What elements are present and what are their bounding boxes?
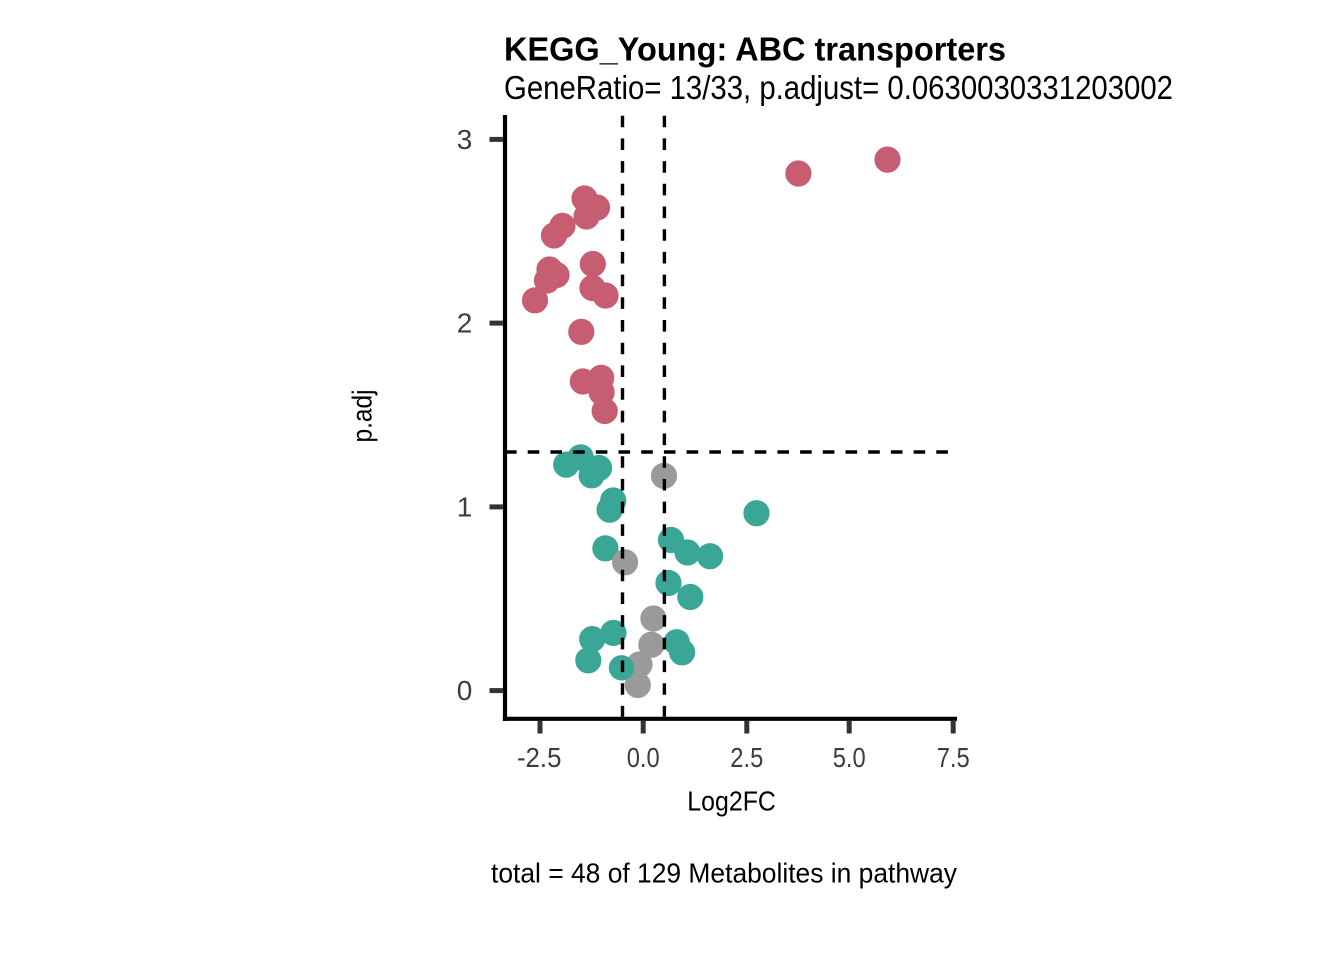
svg-text:GeneRatio= 13/33, p.adjust= 0.: GeneRatio= 13/33, p.adjust= 0.0630030331… [504,69,1173,106]
svg-text:Log2FC: Log2FC [687,786,776,817]
svg-text:total = 48 of 129 Metabolites: total = 48 of 129 Metabolites in pathway [491,857,957,888]
svg-text:5.0: 5.0 [833,742,866,773]
svg-text:KEGG_Young: ABC transporters: KEGG_Young: ABC transporters [504,30,1006,67]
svg-text:2.5: 2.5 [730,742,763,773]
svg-text:7.5: 7.5 [937,742,970,773]
svg-text:3: 3 [457,124,473,155]
svg-text:0.0: 0.0 [627,742,660,773]
svg-text:p.adj: p.adj [347,390,378,443]
svg-text:0: 0 [457,675,473,706]
svg-text:1: 1 [457,491,473,522]
svg-text:-2.5: -2.5 [517,742,562,773]
svg-text:2: 2 [457,308,473,339]
